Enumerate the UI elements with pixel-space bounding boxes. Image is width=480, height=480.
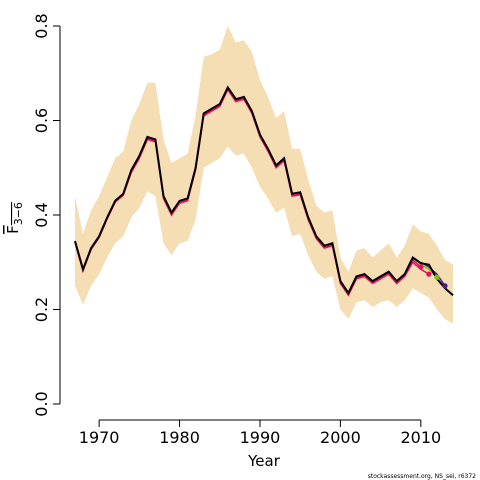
estimate-line-layer bbox=[74, 85, 454, 297]
x-tick-label-1980: 1980 bbox=[159, 428, 200, 447]
retro-end-point-1 bbox=[418, 264, 424, 270]
retro-end-point-3 bbox=[434, 274, 440, 280]
svg-text:F3−6: F3−6 bbox=[4, 202, 25, 234]
y-tick-label-2: 0.4 bbox=[32, 202, 51, 227]
confidence-band-layer bbox=[75, 26, 453, 324]
y-tick-label-0: 0.0 bbox=[32, 391, 51, 416]
x-tick-label-1990: 1990 bbox=[240, 428, 281, 447]
estimate-line bbox=[74, 85, 454, 297]
y-axis-title: F3−6 bbox=[4, 202, 25, 234]
y-axis-title-subscript: 3−6 bbox=[12, 202, 25, 225]
x-ticks: 1970 1980 1990 2000 2010 bbox=[79, 420, 441, 447]
credit-text: stockassessment.org, NS_sei, r6372 bbox=[368, 473, 476, 480]
y-tick-label-3: 0.6 bbox=[32, 108, 51, 133]
x-tick-label-2000: 2000 bbox=[320, 428, 361, 447]
y-axis-title-base: F bbox=[4, 225, 22, 234]
retro-end-point-2 bbox=[426, 271, 432, 277]
retro-points-layer bbox=[418, 264, 448, 289]
y-ticks: 0.0 0.2 0.4 0.6 0.8 bbox=[32, 13, 60, 417]
x-tick-label-1970: 1970 bbox=[79, 428, 120, 447]
y-tick-label-4: 0.8 bbox=[32, 13, 51, 38]
x-tick-label-2010: 2010 bbox=[400, 428, 441, 447]
y-tick-label-1: 0.2 bbox=[32, 297, 51, 322]
x-axis-title: Year bbox=[247, 452, 281, 470]
retro-end-point-4 bbox=[442, 283, 448, 289]
confidence-band bbox=[75, 26, 453, 324]
